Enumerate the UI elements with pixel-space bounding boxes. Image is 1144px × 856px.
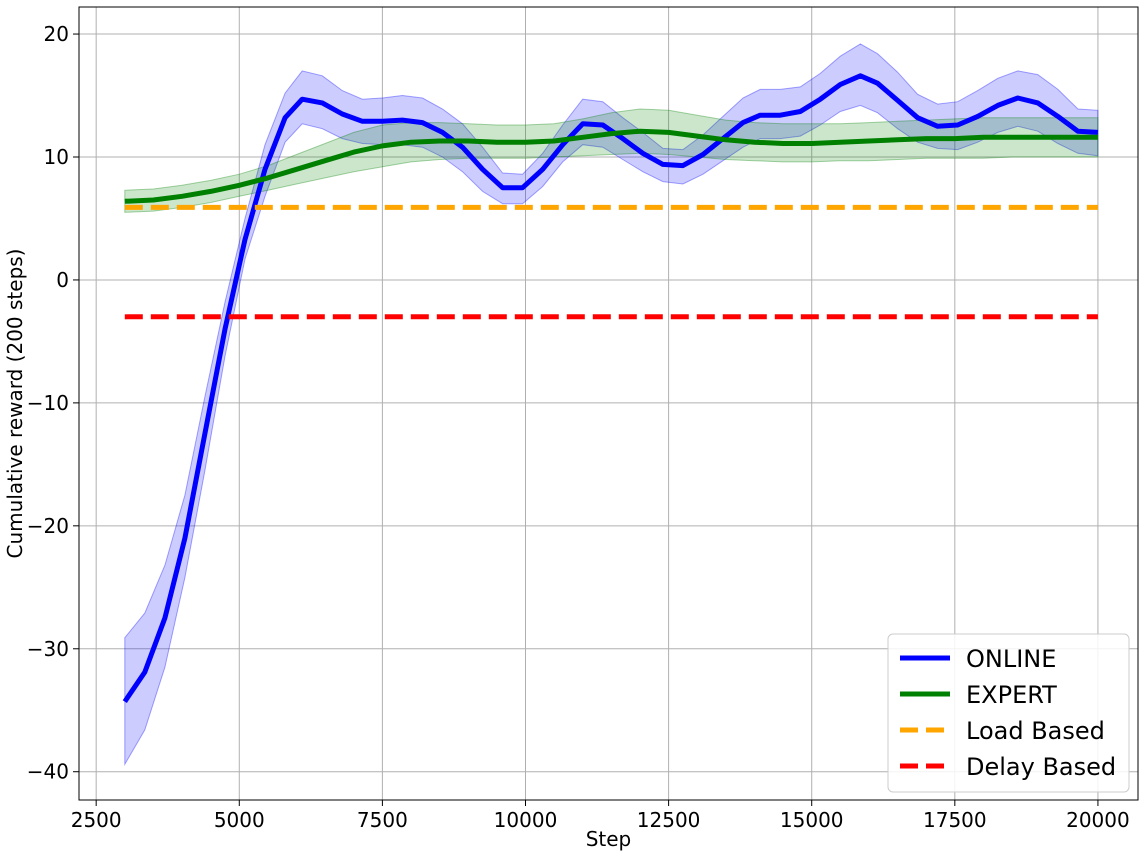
legend-label-delay-based: Delay Based bbox=[966, 753, 1116, 781]
y-axis-label: Cumulative reward (200 steps) bbox=[3, 249, 27, 559]
y-tick-label: −10 bbox=[27, 391, 69, 415]
y-tick-label: 0 bbox=[56, 268, 69, 292]
line-expert bbox=[124, 128, 1098, 204]
legend-box bbox=[887, 633, 1130, 793]
y-tick-label: 10 bbox=[44, 145, 69, 169]
x-axis-ticks: 2500 5000 7500 10000 12500 15000 17500 20000 bbox=[71, 800, 1130, 832]
plot-frame bbox=[78, 6, 1139, 801]
x-tick-label: 7500 bbox=[357, 808, 408, 832]
x-tick-label: 20000 bbox=[1066, 808, 1130, 832]
band-expert bbox=[124, 108, 1099, 213]
legend-label-load-based: Load Based bbox=[966, 717, 1105, 745]
x-tick-label: 15000 bbox=[780, 808, 844, 832]
y-tick-label: −40 bbox=[27, 760, 69, 784]
y-tick-label: −20 bbox=[27, 514, 69, 538]
x-axis-label: Step bbox=[586, 827, 632, 851]
x-tick-label: 12500 bbox=[637, 808, 701, 832]
series-lines bbox=[122, 73, 1099, 704]
y-tick-label: −30 bbox=[27, 637, 69, 661]
band-online bbox=[124, 43, 1099, 767]
grid bbox=[79, 7, 1138, 800]
legend-label-online: ONLINE bbox=[966, 645, 1056, 673]
y-axis-ticks: −40 −30 −20 −10 0 10 20 bbox=[27, 22, 79, 784]
x-tick-label: 5000 bbox=[214, 808, 265, 832]
x-tick-label: 2500 bbox=[71, 808, 122, 832]
y-tick-label: 20 bbox=[44, 22, 69, 46]
legend: ONLINE EXPERT Load Based Delay Based bbox=[887, 633, 1130, 793]
legend-label-expert: EXPERT bbox=[966, 681, 1057, 709]
x-tick-label: 10000 bbox=[494, 808, 558, 832]
x-tick-label: 17500 bbox=[923, 808, 987, 832]
confidence-bands bbox=[124, 43, 1099, 767]
